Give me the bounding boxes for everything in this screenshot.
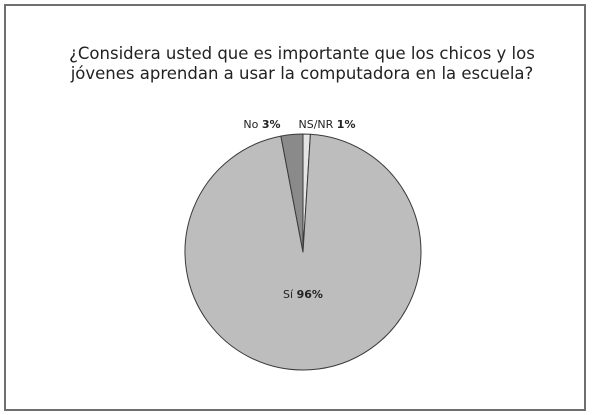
slice-label-nsnr: NS/NR 1%	[299, 118, 356, 131]
slice-label-nsnr-value: 1%	[337, 118, 356, 131]
slice-label-si: Sí 96%	[283, 288, 323, 301]
slice-label-no: No 3%	[243, 118, 280, 131]
pie-labels: Sí 96% No 3% NS/NR 1%	[243, 118, 355, 301]
chart-title: ¿Considera usted que es importante que l…	[26, 44, 578, 84]
pie-slice-no	[280, 133, 304, 253]
slice-label-no-value: 3%	[262, 118, 281, 131]
slice-label-no-name: No	[243, 118, 258, 131]
chart-title-line-2: jóvenes aprendan a usar la computadora e…	[70, 64, 534, 83]
chart-title-line-1: ¿Considera usted que es importante que l…	[69, 44, 535, 63]
pie-slices	[184, 133, 422, 371]
slice-label-si-value: 96%	[297, 288, 323, 301]
slice-label-si-name: Sí	[283, 288, 294, 301]
slice-label-nsnr-name: NS/NR	[299, 118, 334, 131]
